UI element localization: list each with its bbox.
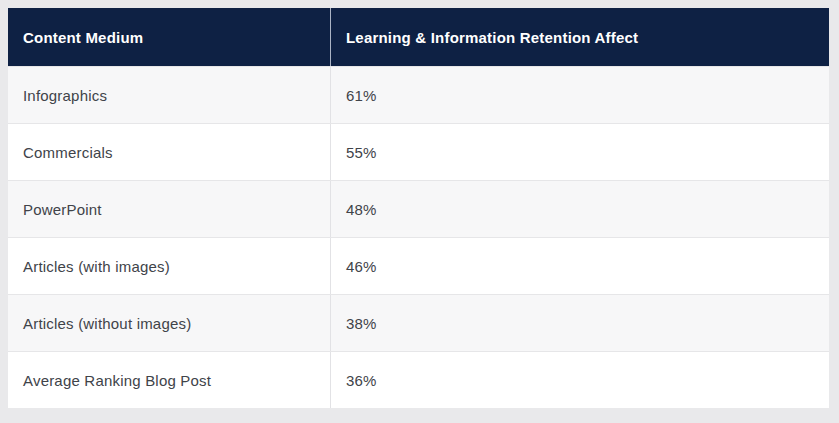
cell-content-medium: Articles (without images) xyxy=(8,295,330,351)
cell-retention-value: 36% xyxy=(330,352,829,408)
cell-retention-value: 61% xyxy=(330,67,829,123)
table-header-row: Content Medium Learning & Information Re… xyxy=(8,8,829,66)
cell-content-medium: Commercials xyxy=(8,124,330,180)
cell-retention-value: 48% xyxy=(330,181,829,237)
cell-content-medium: Average Ranking Blog Post xyxy=(8,352,330,408)
cell-retention-value: 38% xyxy=(330,295,829,351)
cell-content-medium: Infographics xyxy=(8,67,330,123)
table-row: Average Ranking Blog Post 36% xyxy=(8,351,829,408)
column-header-retention-affect: Learning & Information Retention Affect xyxy=(330,8,829,66)
cell-retention-value: 46% xyxy=(330,238,829,294)
retention-table: Content Medium Learning & Information Re… xyxy=(8,8,829,408)
table-row: Articles (without images) 38% xyxy=(8,294,829,351)
table-row: Infographics 61% xyxy=(8,66,829,123)
cell-content-medium: Articles (with images) xyxy=(8,238,330,294)
column-header-content-medium: Content Medium xyxy=(8,8,330,66)
cell-retention-value: 55% xyxy=(330,124,829,180)
table-row: PowerPoint 48% xyxy=(8,180,829,237)
cell-content-medium: PowerPoint xyxy=(8,181,330,237)
table-row: Articles (with images) 46% xyxy=(8,237,829,294)
table-row: Commercials 55% xyxy=(8,123,829,180)
